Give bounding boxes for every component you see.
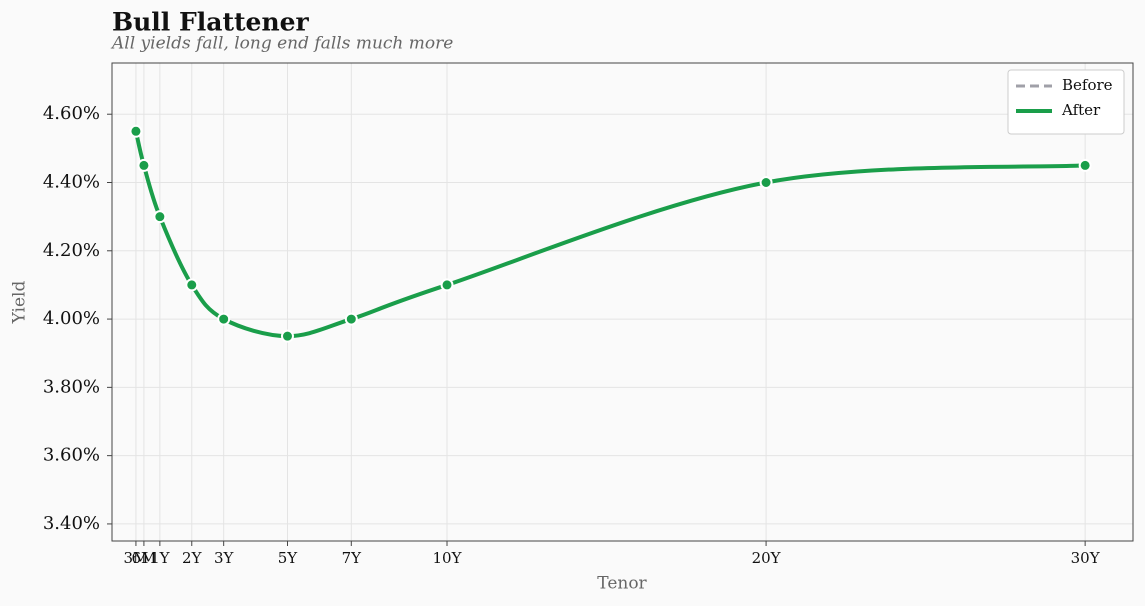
data-point — [440, 278, 454, 292]
y-tick-label: 4.40% — [43, 172, 100, 193]
data-point — [129, 124, 143, 138]
y-tick-label: 3.80% — [43, 376, 100, 397]
data-point — [344, 312, 358, 326]
data-point — [185, 278, 199, 292]
legend: Before After — [1007, 69, 1125, 135]
x-tick-label: 20Y — [752, 549, 782, 567]
x-axis-label: Tenor — [597, 574, 647, 594]
x-tick-label: 6M — [131, 549, 156, 567]
data-point — [217, 312, 231, 326]
data-point — [1078, 158, 1092, 172]
x-tick-label: 1Y — [150, 549, 171, 567]
data-point — [280, 329, 294, 343]
y-tick-label: 4.20% — [43, 240, 100, 261]
x-tick-label: 30Y — [1071, 549, 1101, 567]
plot-frame — [111, 62, 1134, 542]
x-tick-label: 5Y — [278, 549, 299, 567]
x-tick-label: 10Y — [433, 549, 463, 567]
y-tick-label: 4.60% — [43, 103, 100, 124]
chart-title: Bull Flattener — [112, 8, 310, 37]
data-point — [153, 210, 167, 224]
y-axis-label: Yield — [10, 281, 30, 325]
legend-label: Before — [1062, 76, 1113, 94]
y-tick-label: 3.60% — [43, 445, 100, 466]
legend-label: After — [1061, 101, 1101, 119]
x-tick-label: 7Y — [342, 549, 363, 567]
x-tick-label: 3Y — [214, 549, 235, 567]
x-tick-label: 3M — [123, 549, 148, 567]
data-point — [137, 158, 151, 172]
chart-subtitle: All yields fall, long end falls much mor… — [110, 34, 453, 54]
y-tick-label: 4.00% — [43, 308, 100, 329]
data-point — [759, 176, 773, 189]
y-tick-label: 3.40% — [43, 513, 100, 534]
x-tick-label: 2Y — [182, 549, 203, 567]
